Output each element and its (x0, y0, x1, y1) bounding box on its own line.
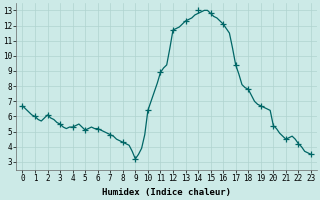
X-axis label: Humidex (Indice chaleur): Humidex (Indice chaleur) (102, 188, 231, 197)
